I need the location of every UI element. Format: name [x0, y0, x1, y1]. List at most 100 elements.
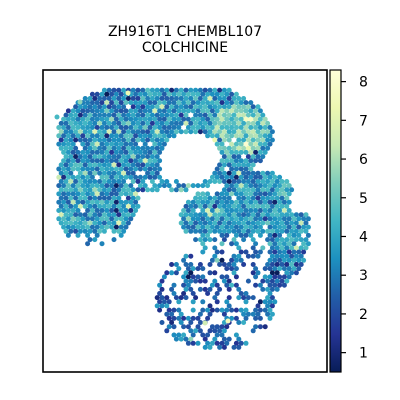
tissue-spot: [130, 203, 136, 209]
tissue-spot: [193, 237, 199, 243]
tissue-spot: [137, 174, 143, 180]
tissue-spot: [164, 295, 170, 301]
tissue-spot: [147, 125, 153, 130]
tissue-spot: [82, 195, 88, 201]
tissue-spot: [70, 116, 76, 122]
tissue-spot: [269, 253, 275, 259]
tissue-spot: [260, 145, 266, 151]
tissue-spot: [94, 183, 100, 189]
tissue-spot: [248, 158, 254, 164]
tissue-spot: [281, 208, 287, 213]
tissue-spot: [257, 108, 263, 114]
tissue-spot: [253, 191, 259, 197]
tissue-spot: [77, 228, 83, 234]
tissue-spot: [200, 199, 206, 205]
tissue-spot: [253, 149, 259, 155]
tissue-spot: [80, 216, 86, 222]
tissue-spot: [207, 311, 213, 317]
tissue-spot: [154, 145, 160, 151]
tissue-spot: [255, 104, 261, 110]
tissue-spot: [221, 328, 227, 334]
tissue-spot: [274, 270, 280, 276]
tissue-spot: [92, 237, 98, 243]
tissue-spot: [104, 183, 110, 189]
tissue-spot: [80, 149, 86, 155]
tissue-spot: [229, 149, 235, 155]
tissue-spot: [169, 262, 175, 267]
tissue-spot: [200, 249, 206, 255]
tissue-spot: [293, 262, 299, 267]
tissue-spot: [154, 295, 160, 301]
tissue-spot: [233, 158, 239, 164]
tissue-spot: [97, 195, 103, 201]
tissue-spot: [229, 174, 235, 180]
tissue-spot: [181, 324, 187, 330]
tissue-spot: [281, 249, 287, 255]
tissue-spot: [226, 195, 232, 201]
tissue-spot: [231, 187, 237, 193]
tissue-spot: [80, 116, 86, 122]
tissue-spot: [125, 154, 131, 160]
tissue-spot: [250, 120, 256, 126]
tissue-spot: [303, 228, 309, 234]
tissue-spot: [257, 315, 263, 321]
tissue-spot: [106, 162, 112, 168]
tissue-spot: [257, 158, 263, 164]
tissue-spot: [185, 116, 191, 122]
tissue-spot: [197, 220, 203, 226]
tissue-spot: [293, 212, 299, 218]
tissue-spot: [85, 224, 91, 230]
tissue-spot: [106, 120, 112, 126]
tissue-spot: [195, 125, 201, 130]
tissue-spot: [255, 137, 261, 143]
tissue-spot: [82, 129, 88, 135]
tissue-spot: [181, 224, 187, 230]
tissue-spot: [181, 183, 187, 189]
tissue-spot: [89, 166, 95, 172]
tissue-spot: [135, 96, 141, 101]
tissue-spots: [54, 87, 311, 350]
tissue-spot: [99, 149, 105, 155]
tissue-spot: [245, 295, 251, 301]
tissue-spot: [260, 286, 266, 292]
tissue-spot: [269, 129, 275, 135]
tissue-spot: [241, 320, 247, 325]
tissue-spot: [87, 179, 93, 184]
tissue-spot: [221, 129, 227, 135]
tissue-spot: [85, 199, 91, 205]
tissue-spot: [68, 162, 74, 168]
tissue-spot: [253, 174, 259, 180]
tissue-spot: [221, 145, 227, 151]
tissue-spot: [178, 129, 184, 135]
tissue-spot: [245, 203, 251, 209]
tissue-spot: [111, 145, 117, 151]
tissue-spot: [238, 133, 244, 139]
tissue-spot: [236, 154, 242, 160]
tissue-spot: [207, 129, 213, 135]
tissue-spot: [289, 262, 295, 267]
tissue-spot: [65, 149, 71, 155]
tissue-spot: [92, 96, 98, 101]
tissue-spot: [197, 278, 203, 284]
tissue-spot: [257, 174, 263, 180]
tissue-spot: [106, 170, 112, 176]
tissue-spot: [236, 96, 242, 101]
tissue-spot: [101, 154, 107, 160]
tissue-spot: [94, 149, 100, 155]
tissue-spot: [193, 96, 199, 101]
tissue-spot: [145, 187, 151, 193]
tissue-spot: [178, 336, 184, 342]
tissue-spot: [135, 129, 141, 135]
tissue-spot: [188, 104, 194, 110]
tissue-spot: [58, 137, 64, 143]
tissue-spot: [130, 170, 136, 176]
tissue-spot: [58, 129, 64, 135]
tissue-spot: [133, 116, 139, 122]
tissue-spot: [200, 224, 206, 230]
tissue-spot: [157, 291, 163, 296]
tissue-spot: [149, 162, 155, 168]
tissue-spot: [255, 220, 261, 226]
tissue-spot: [137, 166, 143, 172]
tissue-spot: [161, 108, 167, 114]
tissue-spot: [65, 232, 71, 238]
